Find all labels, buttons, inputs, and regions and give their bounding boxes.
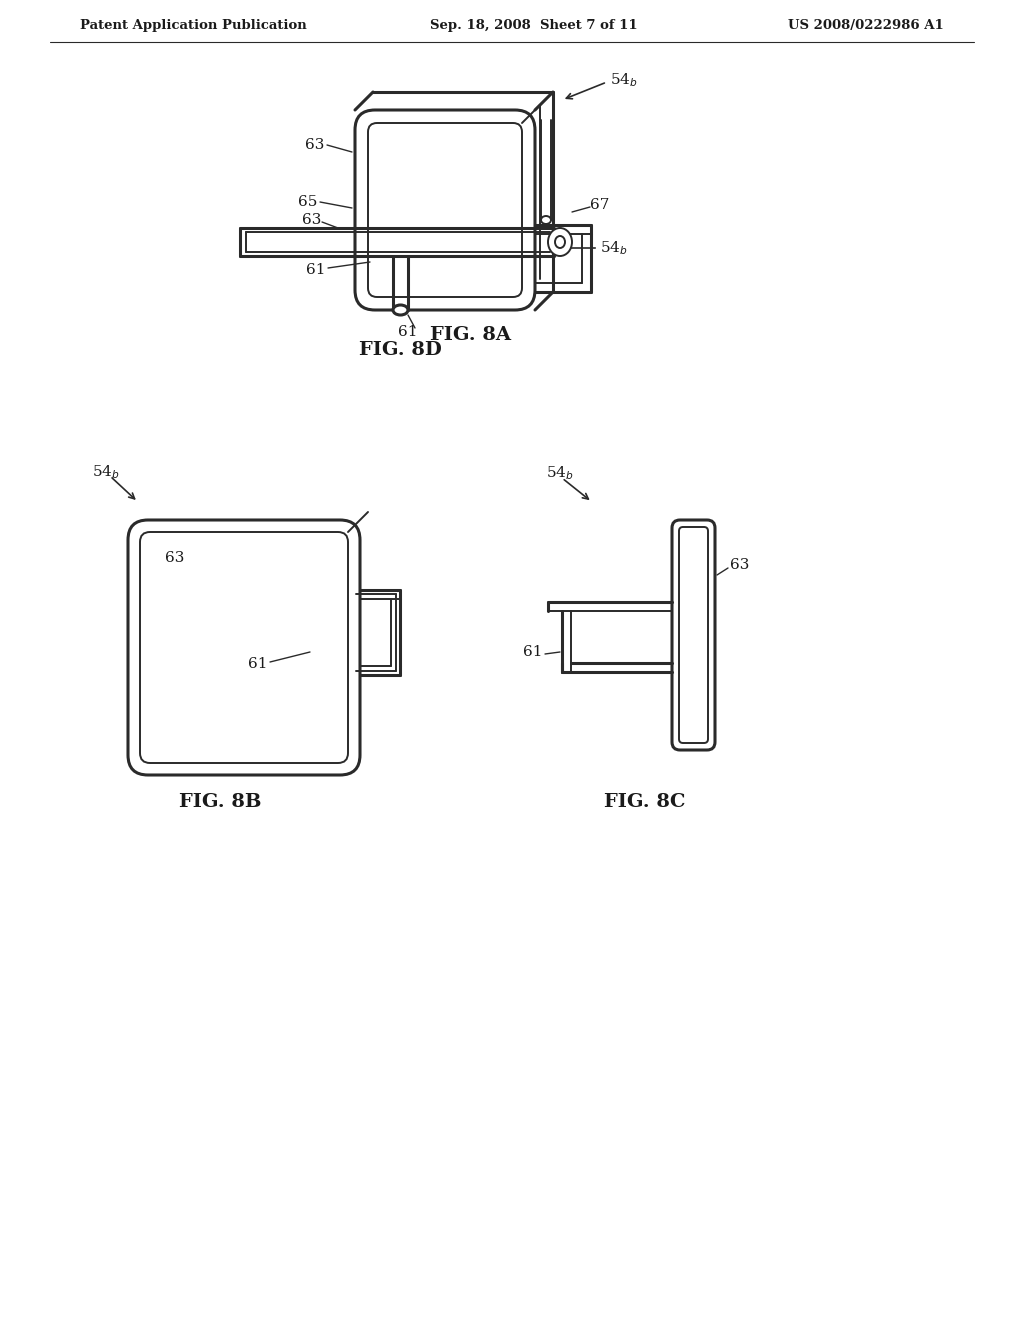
Text: FIG. 8D: FIG. 8D — [358, 341, 441, 359]
Ellipse shape — [555, 236, 565, 248]
Text: 65: 65 — [298, 195, 317, 209]
Text: FIG. 8C: FIG. 8C — [604, 793, 686, 810]
Text: 61: 61 — [398, 325, 418, 339]
Text: 63: 63 — [302, 213, 322, 227]
Text: 61: 61 — [523, 645, 543, 659]
Text: 61: 61 — [248, 657, 267, 671]
Text: Patent Application Publication: Patent Application Publication — [80, 18, 307, 32]
Text: 54$_b$: 54$_b$ — [546, 465, 573, 482]
Text: 67: 67 — [590, 198, 609, 213]
Text: 61: 61 — [306, 263, 326, 277]
Text: FIG. 8B: FIG. 8B — [179, 793, 261, 810]
Ellipse shape — [548, 228, 572, 256]
Text: 63: 63 — [730, 558, 750, 572]
Text: 54$_b$: 54$_b$ — [92, 463, 120, 480]
Ellipse shape — [393, 305, 408, 315]
Text: 63: 63 — [165, 550, 184, 565]
Text: 54$_b$: 54$_b$ — [600, 239, 628, 257]
Ellipse shape — [541, 216, 551, 224]
Text: Sep. 18, 2008  Sheet 7 of 11: Sep. 18, 2008 Sheet 7 of 11 — [430, 18, 638, 32]
Text: FIG. 8A: FIG. 8A — [429, 326, 511, 345]
Text: 54$_b$: 54$_b$ — [610, 71, 638, 88]
Text: 63: 63 — [305, 139, 325, 152]
Text: US 2008/0222986 A1: US 2008/0222986 A1 — [788, 18, 944, 32]
